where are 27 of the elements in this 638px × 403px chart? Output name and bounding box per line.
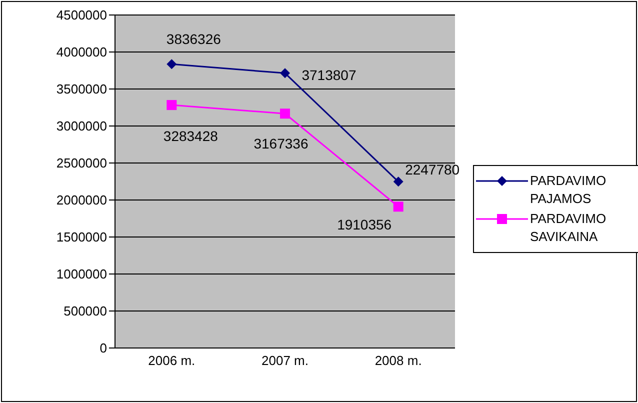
y-tick-label: 1500000 [56,230,107,245]
data-label: 3836326 [166,31,222,48]
x-tick-label: 2008 m. [374,353,422,368]
y-tick-label: 0 [100,340,107,356]
y-tick-label: 4500000 [56,8,107,23]
legend-label: PARDAVIMO PAJAMOS [530,172,608,208]
data-label: 3167336 [254,136,308,152]
data-label: 3283428 [163,128,218,144]
y-tick-label: 3500000 [56,82,107,97]
point [166,100,177,110]
y-tick-label: 500000 [64,304,107,319]
y-tick-label: 2500000 [56,156,107,171]
point [393,202,404,212]
point [280,108,290,119]
point [393,176,404,187]
point [166,59,177,70]
data-label: 3713807 [302,67,356,84]
data-label: 2247780 [405,162,460,178]
y-tick-label: 3000000 [56,118,107,134]
y-tick-label: 2000000 [56,192,107,208]
legend-label: PARDAVIMO SAVIKAINA [530,210,608,246]
y-tick-label: 4000000 [56,44,107,60]
point [280,68,290,78]
y-tick-label: 1000000 [56,266,107,282]
x-tick-label: 2006 m. [148,353,196,368]
data-label: 1910356 [337,216,392,233]
x-tick-label: 2007 m. [262,353,308,368]
